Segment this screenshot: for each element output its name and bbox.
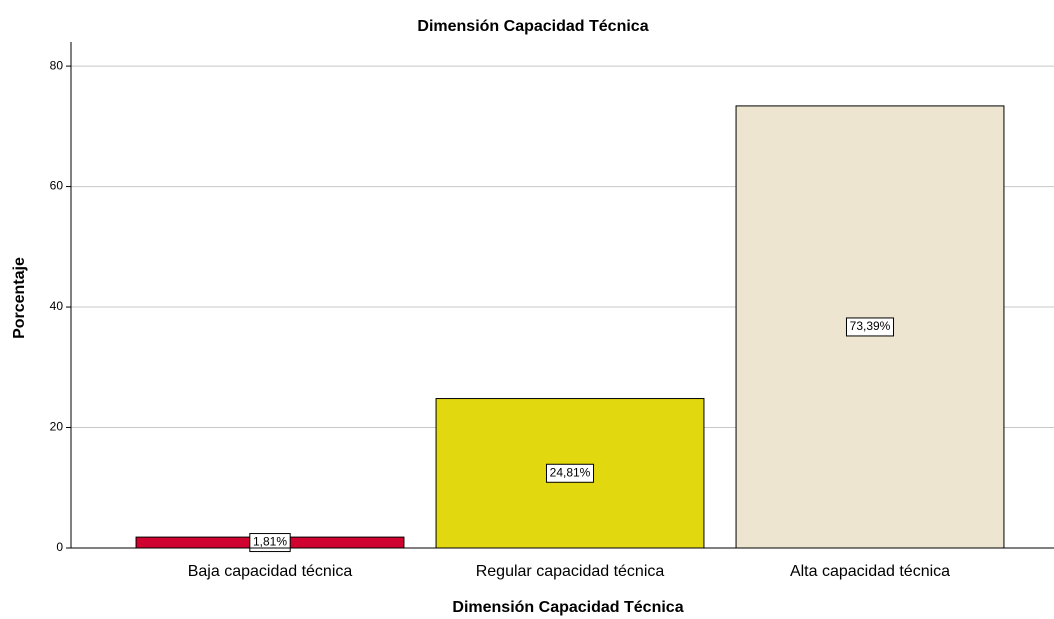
y-tick-label: 60 [50,179,64,193]
chart-title: Dimensión Capacidad Técnica [417,18,648,35]
value-label-box [249,533,291,553]
value-label: 1,81% [253,535,287,549]
y-tick-label: 80 [50,58,64,72]
y-tick-label: 20 [50,420,64,434]
value-label: 73,39% [850,319,891,333]
x-tick-label: Regular capacidad técnica [476,563,665,580]
x-axis-label: Dimensión Capacidad Técnica [452,599,683,616]
x-tick-label: Alta capacidad técnica [790,563,950,580]
y-axis-label: Porcentaje [11,257,28,339]
y-tick-label: 0 [56,540,63,554]
value-label-box [845,317,895,337]
x-tick-label: Baja capacidad técnica [188,563,353,580]
value-label-box [545,463,595,483]
y-tick-label: 40 [50,299,64,313]
value-label: 24,81% [550,465,591,479]
